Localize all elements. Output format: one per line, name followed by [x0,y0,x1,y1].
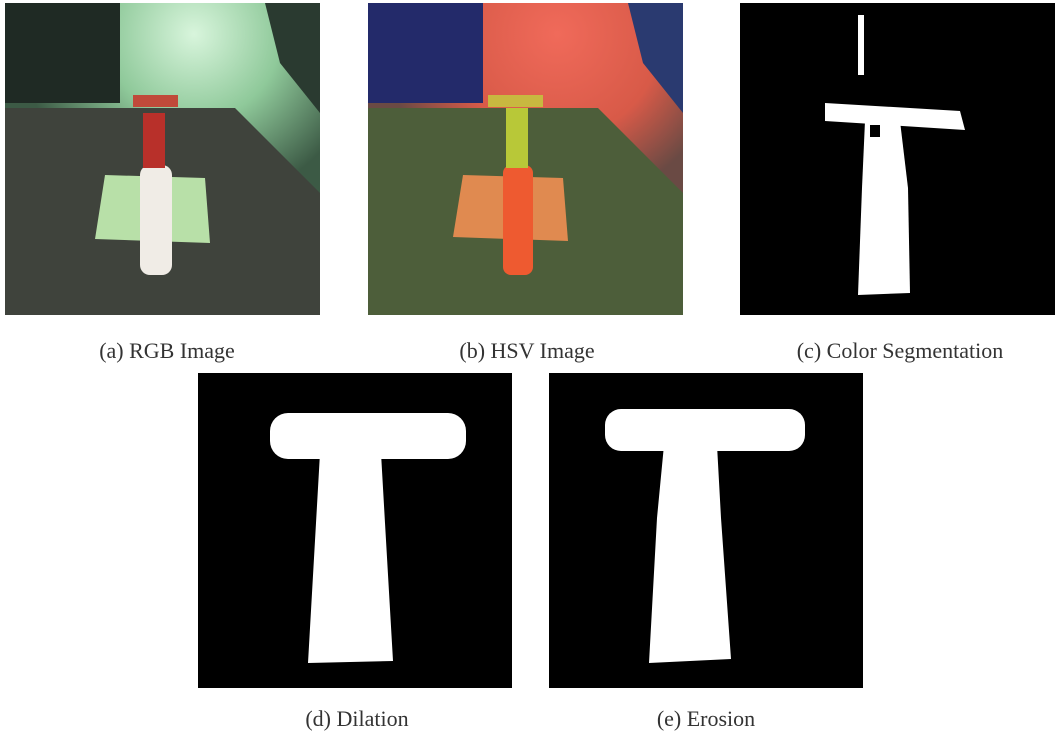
caption: (b) HSV Image [459,338,594,363]
rgb-image [5,3,320,315]
segmentation-image [740,3,1055,315]
erosion-image [549,373,863,688]
caption: (e) Erosion [657,706,755,731]
hsv-image [368,3,683,315]
figure: (a) RGB Image (b) HSV Image (c) Color Se… [0,0,1058,740]
caption: (c) Color Segmentation [797,338,1004,363]
caption: (d) Dilation [305,706,408,731]
dilation-image [198,373,512,688]
caption: (a) RGB Image [99,338,235,363]
